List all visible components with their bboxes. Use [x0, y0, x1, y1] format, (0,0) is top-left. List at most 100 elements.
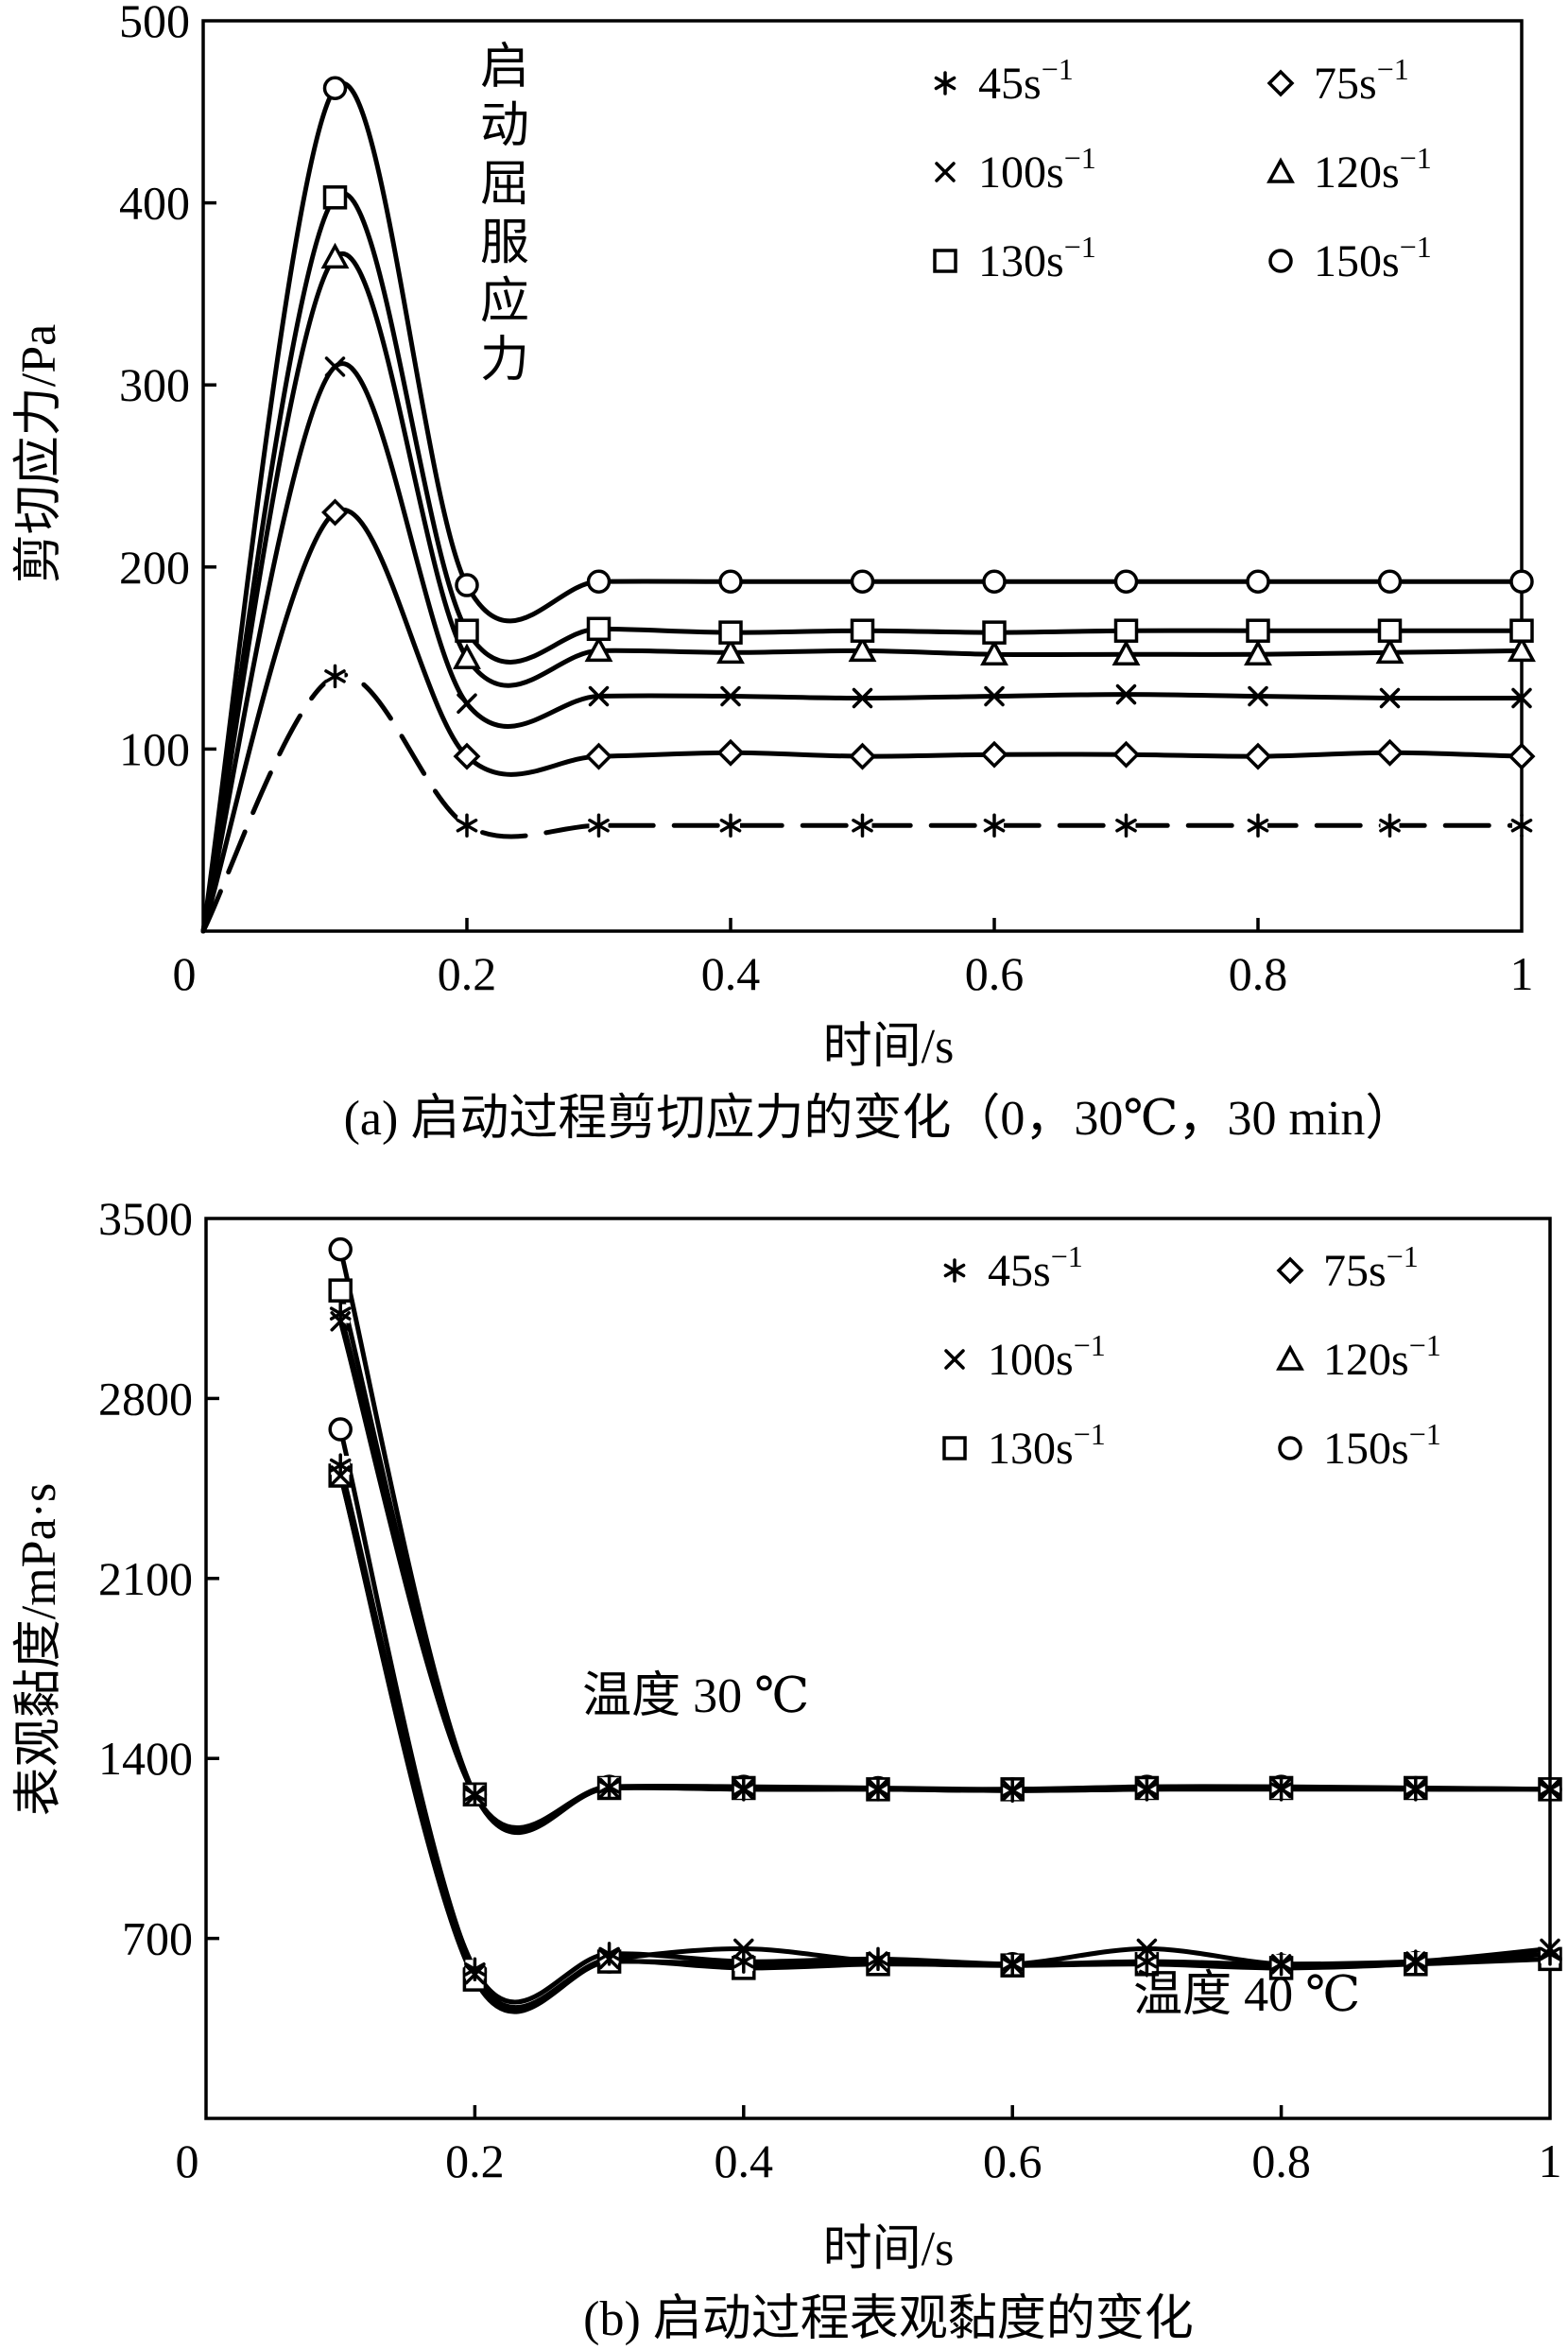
panel-b-point-cross-icon: [1136, 1779, 1158, 1800]
panel-a-point-triangle-icon: [584, 635, 613, 663]
panel-b-y-tick-label: 1400: [98, 1732, 193, 1785]
panel-a-point-square-icon: [1246, 618, 1270, 643]
panel-a-legend-label: 45s−1: [978, 52, 1074, 109]
panel-b-point-cross-icon: [1405, 1779, 1426, 1800]
panel-a-legend-marker-square-icon: [933, 249, 957, 273]
panel-a-y-axis-label: 剪切应力/Pa: [12, 324, 66, 583]
panel-a-point-circle-icon: [1246, 569, 1270, 594]
panel-b-legend-marker-circle-icon: [1278, 1436, 1302, 1460]
panel-a-legend-marker-asterisk-icon: [934, 71, 956, 95]
panel-b-annotation-40c: 温度 40 ℃: [1133, 1968, 1360, 2022]
panel-b-curve-cross: [337, 1473, 1553, 2011]
panel-b-point-cross-icon: [464, 1963, 486, 1985]
panel-a-point-diamond-icon: [453, 742, 481, 770]
panel-a-point-asterisk-icon: [1379, 813, 1401, 838]
panel-a-point-square-icon: [455, 618, 479, 643]
panel-a-point-cross-icon: [720, 685, 741, 707]
panel-b-legend-item: 100s−1: [944, 1328, 1106, 1385]
panel-b-point-cross-icon: [868, 1951, 888, 1972]
panel-a-point-circle-icon: [1113, 569, 1139, 594]
panel-a-point-circle-icon: [1509, 569, 1534, 594]
panel-a-plot-area: 0 0.2 0.4 0.6 0.8 1 100 200 300 400 500 45s−1 75s−1 1…: [119, 0, 1536, 1000]
panel-a-y-tick-label: 300: [119, 358, 190, 411]
panel-a-point-asterisk-icon: [324, 664, 346, 689]
panel-b-point-cross-icon: [868, 1779, 888, 1800]
panel-a-point-triangle-icon: [716, 637, 745, 665]
panel-b-legend-item: 150s−1: [1278, 1417, 1441, 1474]
panel-a-point-cross-icon: [324, 356, 346, 377]
panel-a-point-cross-icon: [588, 685, 610, 707]
panel-a-legend-item: 130s−1: [933, 230, 1096, 286]
panel-a-point-square-icon: [1509, 618, 1534, 643]
panel-a-point-cross-icon: [984, 685, 1005, 707]
panel-b-point-asterisk-icon: [1136, 1949, 1158, 1974]
panel-b-point-cross-icon: [733, 1938, 754, 1960]
panel-b-point-square-icon: [328, 1278, 353, 1303]
panel-b-caption: (b) 启动过程表观黏度的变化: [583, 2292, 1194, 2346]
panel-a-x-tick-label: 0: [173, 947, 197, 1000]
panel-a-point-triangle-icon: [1375, 637, 1404, 665]
panel-a-x-tick-label: 0.2: [438, 947, 497, 1000]
panel-b-legend-marker-square-icon: [942, 1436, 967, 1460]
panel-a-point-triangle-icon: [453, 643, 481, 669]
panel-a-point-triangle-icon: [1244, 639, 1272, 665]
panel-a-point-cross-icon: [1248, 685, 1268, 707]
panel-a-point-circle-icon: [322, 76, 348, 101]
panel-b-point-cross-icon: [733, 1779, 754, 1800]
panel-b-point-asterisk-icon: [329, 1453, 352, 1477]
panel-b-plot-area: 0 0.2 0.4 0.6 0.8 1 700 1400 2100 2800 3500 45s−1 75…: [98, 1192, 1562, 2187]
panel-b-point-cross-icon: [330, 1465, 351, 1486]
panel-a-y-tick-label: 100: [119, 722, 190, 775]
panel-b-curve-circle: [337, 1426, 1553, 2012]
panel-a-point-diamond-icon: [1376, 738, 1404, 767]
panel-a-point-triangle-icon: [980, 639, 1008, 665]
panel-b-legend-label: 75s−1: [1323, 1239, 1419, 1296]
panel-a-point-asterisk-icon: [1247, 813, 1269, 838]
panel-b-legend-marker-asterisk-icon: [943, 1258, 966, 1283]
panel-a-point-circle-icon: [586, 569, 612, 594]
panel-b-legend-marker-triangle-icon: [1276, 1344, 1304, 1371]
panel-a-point-diamond-icon: [716, 738, 745, 767]
panel-a-point-asterisk-icon: [719, 813, 742, 838]
panel-a-point-asterisk-icon: [1510, 813, 1533, 838]
panel-a-point-diamond-icon: [585, 742, 612, 770]
panel-b-point-cross-icon: [598, 1948, 620, 1970]
panel-a-legend-label: 150s−1: [1314, 230, 1432, 286]
panel-b-y-tick-label: 2100: [98, 1552, 193, 1605]
panel-b-point-circle-icon: [328, 1417, 353, 1442]
panel-b-x-tick-label: 1: [1539, 2134, 1562, 2187]
panel-a-point-circle-icon: [850, 569, 875, 594]
panel-a-y-tick-label: 400: [119, 177, 190, 230]
panel-a-x-axis-label: 时间/s: [823, 1020, 955, 1074]
panel-b-curve-asterisk: [337, 1462, 1553, 2005]
panel-b-legend-marker-cross-icon: [944, 1349, 965, 1370]
panel-b-point-circle-icon: [328, 1236, 353, 1262]
panel-a-x-tick-label: 0.6: [965, 947, 1025, 1000]
panel-b-point-cross-icon: [1002, 1780, 1023, 1801]
panel-b-apparent-viscosity: 0 0.2 0.4 0.6 0.8 1 700 1400 2100 2800 3500 45s−1 75…: [12, 1192, 1562, 2346]
panel-b-point-cross-icon: [330, 1311, 351, 1332]
panel-b-point-cross-icon: [1540, 1779, 1560, 1800]
panel-b-x-tick-label: 0.8: [1251, 2134, 1311, 2187]
panel-b-point-cross-icon: [1270, 1777, 1292, 1799]
panel-a-legend-item: 45s−1: [934, 52, 1074, 109]
panel-a-shear-stress: 0 0.2 0.4 0.6 0.8 1 100 200 300 400 500 45s−1 75s−1 1…: [12, 0, 1536, 1146]
panel-a-frame: [201, 19, 1524, 933]
panel-b-annotation-30c: 温度 30 ℃: [582, 1669, 809, 1723]
panel-a-y-tick-label: 500: [119, 0, 190, 47]
panel-a-caption: (a) 启动过程剪切应力的变化（0，30℃，30 min）: [344, 1092, 1415, 1146]
panel-a-point-circle-icon: [455, 573, 479, 597]
panel-a-legend-item: 100s−1: [935, 141, 1096, 198]
panel-b-y-tick-label: 700: [122, 1912, 193, 1965]
panel-a-point-diamond-icon: [849, 742, 876, 770]
panel-a-legend-marker-circle-icon: [1268, 249, 1293, 273]
panel-a-legend-item: 150s−1: [1268, 230, 1432, 286]
panel-a-point-cross-icon: [1379, 687, 1401, 709]
panel-b-legend-label: 45s−1: [988, 1239, 1083, 1296]
panel-a-point-triangle-icon: [320, 242, 350, 269]
panel-b-legend-item: 45s−1: [943, 1239, 1083, 1296]
panel-b-y-tick-label: 2800: [98, 1372, 193, 1425]
panel-a-legend-label: 120s−1: [1314, 141, 1432, 198]
panel-b-x-tick-label: 0.2: [445, 2134, 505, 2187]
